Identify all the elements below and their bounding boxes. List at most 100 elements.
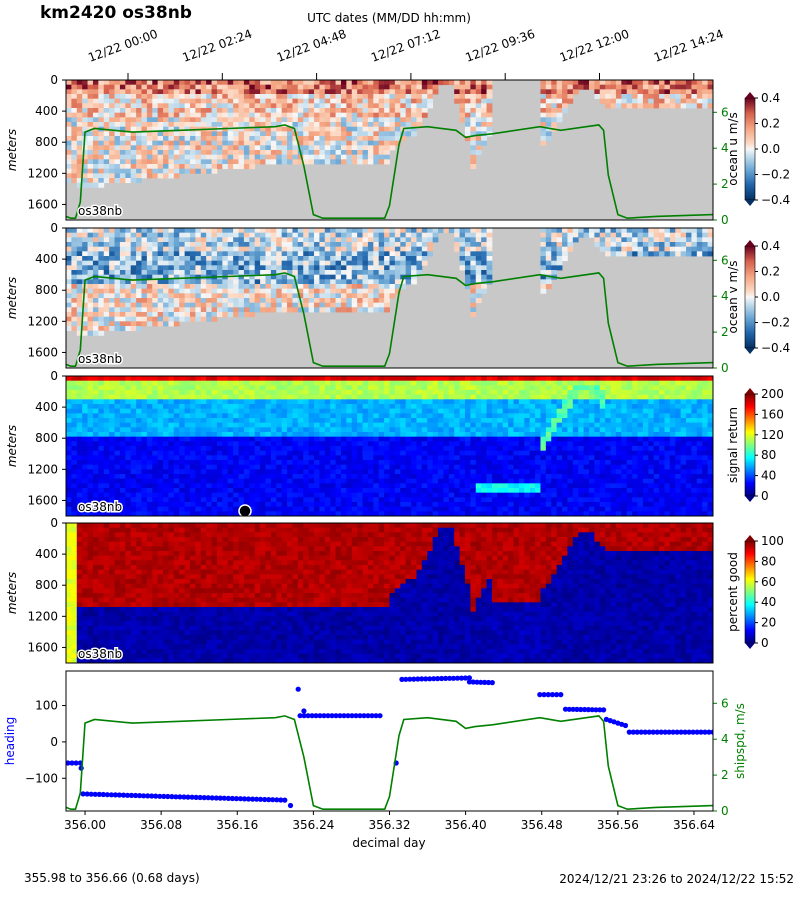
heatmap-cell <box>200 228 207 234</box>
heatmap-cell <box>243 251 250 257</box>
heatmap-cell <box>233 404 239 410</box>
heatmap-cell <box>362 478 369 484</box>
heatmap-cell <box>362 492 369 498</box>
heatmap-cell <box>373 265 380 271</box>
heatmap-cell <box>238 126 245 132</box>
heatmap-cell <box>109 228 115 234</box>
heatmap-cell <box>87 112 94 118</box>
heatmap-cell <box>125 404 132 410</box>
heatmap-cell <box>351 492 358 498</box>
heatmap-cell <box>141 464 148 470</box>
heatmap-cell <box>173 274 180 280</box>
heatmap-cell <box>222 232 229 238</box>
heatmap-cell <box>659 103 665 109</box>
heatmap-cell <box>87 376 94 382</box>
heatmap-cell <box>216 455 223 461</box>
heatmap-cell <box>136 302 142 308</box>
heatmap-cell <box>551 232 558 238</box>
heatmap-cell <box>308 455 315 461</box>
heatmap-cell <box>146 502 153 508</box>
heatmap-cell <box>287 145 293 151</box>
heatmap-cell <box>696 80 703 86</box>
heatmap-cell <box>66 469 72 475</box>
heatmap-cell <box>114 159 121 165</box>
heatmap-cell <box>216 436 223 442</box>
heatmap-cell <box>168 488 175 494</box>
heatmap-cell <box>389 237 396 243</box>
heatmap-cell <box>314 122 320 128</box>
heatmap-cell <box>103 464 110 470</box>
heatmap-cell <box>691 89 698 95</box>
heatmap-cell <box>146 418 153 424</box>
heatmap-cell <box>184 154 191 160</box>
heatmap-cell <box>71 488 78 494</box>
heatmap-cell <box>384 80 390 86</box>
heatmap-cell <box>292 256 299 262</box>
heatmap-cell <box>109 418 115 424</box>
heatmap-cell <box>373 145 380 151</box>
heatmap-cell <box>394 288 401 294</box>
heatmap-cell <box>109 446 115 452</box>
colorbar-tick-label: 0.0 <box>761 290 780 304</box>
heatmap-cell <box>76 242 83 248</box>
heatmap-cell <box>281 497 288 503</box>
heatmap-cell <box>260 436 266 442</box>
heatmap-cell <box>562 84 568 90</box>
heatmap-cell <box>346 274 353 280</box>
heatmap-cell <box>314 131 320 137</box>
heatmap-cell <box>190 232 196 238</box>
heatmap-cell <box>281 450 288 456</box>
heatmap-cell <box>260 390 266 396</box>
heatmap-cell <box>200 478 207 484</box>
heatmap-cell <box>109 474 115 480</box>
heatmap-cell <box>206 94 212 100</box>
heatmap-cell <box>227 94 234 100</box>
heatmap-cell <box>66 126 72 132</box>
heatmap-cell <box>163 316 169 322</box>
heatmap-cell <box>362 506 369 512</box>
heatmap-cell <box>405 80 412 86</box>
heatmap-cell <box>270 150 277 156</box>
heatmap-cell <box>184 284 191 290</box>
heatmap-cell <box>222 117 229 123</box>
heatmap-cell <box>292 478 299 484</box>
heatmap-cell <box>470 108 477 114</box>
heatmap-cell <box>163 150 169 156</box>
heatmap-cell <box>362 432 369 438</box>
heatmap-cell <box>227 265 234 271</box>
heatmap-cell <box>373 260 380 266</box>
heatmap-cell <box>87 154 94 160</box>
heatmap-cell <box>179 446 186 452</box>
heatmap-cell <box>184 108 191 114</box>
heatmap-cell <box>265 511 272 516</box>
heatmap-cell <box>421 251 428 257</box>
heatmap-cell <box>184 145 191 151</box>
heatmap-cell <box>82 380 88 386</box>
heatmap-cell <box>136 228 142 234</box>
heatmap-cell <box>92 237 99 243</box>
heatmap-cell <box>109 274 115 280</box>
heatmap-cell <box>470 136 477 142</box>
heatmap-cell <box>66 394 72 400</box>
heatmap-cell <box>82 173 88 179</box>
heatmap-cell <box>378 150 385 156</box>
heatmap-cell <box>330 385 336 391</box>
heatmap-cell <box>324 399 331 405</box>
heatmap-cell <box>238 228 245 234</box>
heatmap-cell <box>87 260 94 266</box>
heatmap-cell <box>92 488 99 494</box>
heatmap-cell <box>173 242 180 248</box>
heatmap-cell <box>276 469 283 475</box>
heatmap-cell <box>308 497 315 503</box>
heatmap-cell <box>141 469 148 475</box>
heatmap-cell <box>362 293 369 299</box>
heatmap-cell <box>87 450 94 456</box>
heatmap-cell <box>66 246 72 252</box>
heatmap-cell <box>373 394 380 400</box>
heatmap-cell <box>233 394 239 400</box>
heatmap-cell <box>330 418 336 424</box>
heatmap-cell <box>260 385 266 391</box>
heatmap-cell <box>276 265 283 271</box>
heatmap-cell <box>653 246 660 252</box>
heatmap-cell <box>691 237 698 243</box>
